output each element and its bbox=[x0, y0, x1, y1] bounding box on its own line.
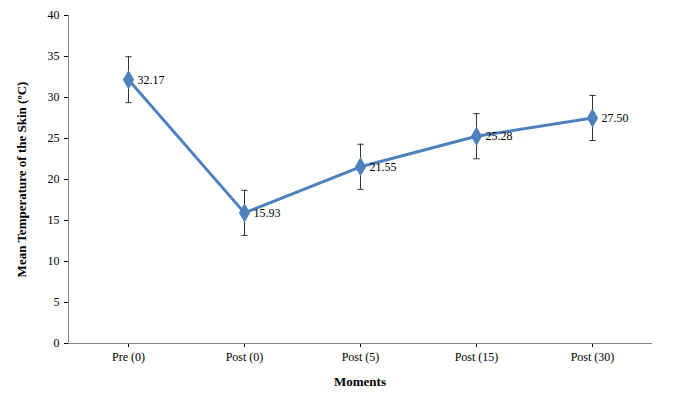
svg-text:25: 25 bbox=[48, 131, 60, 145]
svg-text:Post (5): Post (5) bbox=[342, 350, 380, 364]
svg-text:Post (15): Post (15) bbox=[455, 350, 499, 364]
svg-text:5: 5 bbox=[54, 295, 60, 309]
svg-text:Pre (0): Pre (0) bbox=[112, 350, 145, 364]
svg-text:32.17: 32.17 bbox=[138, 73, 165, 87]
svg-text:Mean Temperature of the Skin (: Mean Temperature of the Skin (ºC) bbox=[14, 82, 29, 278]
svg-text:15: 15 bbox=[48, 213, 60, 227]
svg-text:15.93: 15.93 bbox=[254, 206, 281, 220]
svg-text:30: 30 bbox=[48, 90, 60, 104]
svg-text:35: 35 bbox=[48, 49, 60, 63]
svg-text:20: 20 bbox=[48, 172, 60, 186]
svg-text:10: 10 bbox=[48, 254, 60, 268]
svg-text:21.55: 21.55 bbox=[370, 160, 397, 174]
svg-text:27.50: 27.50 bbox=[602, 111, 629, 125]
svg-text:Post (30): Post (30) bbox=[571, 350, 615, 364]
svg-text:0: 0 bbox=[54, 336, 60, 350]
svg-text:Moments: Moments bbox=[334, 374, 386, 389]
svg-text:40: 40 bbox=[48, 8, 60, 22]
svg-text:Post (0): Post (0) bbox=[226, 350, 264, 364]
svg-text:25.28: 25.28 bbox=[486, 129, 513, 143]
